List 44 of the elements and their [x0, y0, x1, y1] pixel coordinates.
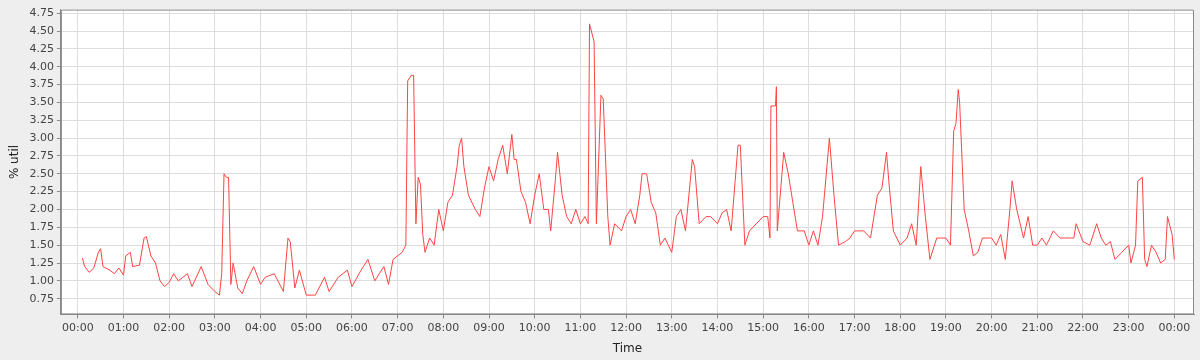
x-tick-label: 07:00 [381, 320, 414, 334]
x-axis-title: Time [611, 340, 643, 355]
x-tick-label: 15:00 [747, 320, 779, 334]
x-tick-label: 08:00 [427, 320, 460, 334]
x-tick-label: 02:00 [153, 320, 186, 334]
y-tick-label: 4.25 [29, 41, 54, 55]
y-tick-label: 0.75 [29, 291, 54, 305]
x-tick-label: 09:00 [473, 320, 505, 334]
y-tick-label: 4.00 [29, 59, 54, 73]
x-tick-label: 12:00 [610, 320, 642, 334]
x-tick-label: 14:00 [701, 320, 734, 334]
y-tick-label: 2.75 [29, 148, 54, 162]
x-tick-label: 20:00 [975, 320, 1008, 334]
y-tick-label: 3.25 [29, 113, 54, 127]
x-tick-label: 06:00 [336, 320, 368, 334]
y-tick-label: 3.75 [29, 77, 54, 91]
x-tick-label: 00:00 [61, 320, 94, 334]
x-tick-label: 03:00 [199, 320, 231, 334]
x-tick-label: 13:00 [655, 320, 688, 334]
x-tick-label: 00:00 [1158, 320, 1191, 334]
y-tick-label: 1.00 [29, 273, 54, 287]
y-axis-title: % util [7, 144, 22, 180]
y-tick-label: 3.50 [29, 95, 54, 109]
x-tick-label: 17:00 [838, 320, 871, 334]
x-tick-label: 05:00 [290, 320, 323, 334]
x-tick-label: 18:00 [884, 320, 917, 334]
x-tick-label: 10:00 [518, 320, 551, 334]
x-tick-label: 21:00 [1021, 320, 1054, 334]
x-tick-label: 11:00 [564, 320, 597, 334]
x-tick-label: 22:00 [1067, 320, 1099, 334]
x-tick-label: 16:00 [792, 320, 825, 334]
y-tick-label: 1.50 [29, 238, 54, 252]
x-tick-label: 04:00 [244, 320, 277, 334]
y-tick-label: 2.00 [29, 202, 54, 216]
y-tick-label: 1.25 [29, 255, 54, 269]
y-tick-label: 3.00 [29, 130, 54, 144]
x-tick-label: 19:00 [930, 320, 962, 334]
y-tick-label: 1.75 [29, 220, 54, 234]
y-tick-label: 2.25 [29, 184, 54, 198]
y-tick-label: 2.50 [29, 166, 54, 180]
x-tick-label: 01:00 [107, 320, 140, 334]
y-tick-label: 4.75 [29, 6, 54, 20]
x-tick-label: 23:00 [1112, 320, 1145, 334]
y-tick-label: 4.50 [29, 23, 54, 37]
